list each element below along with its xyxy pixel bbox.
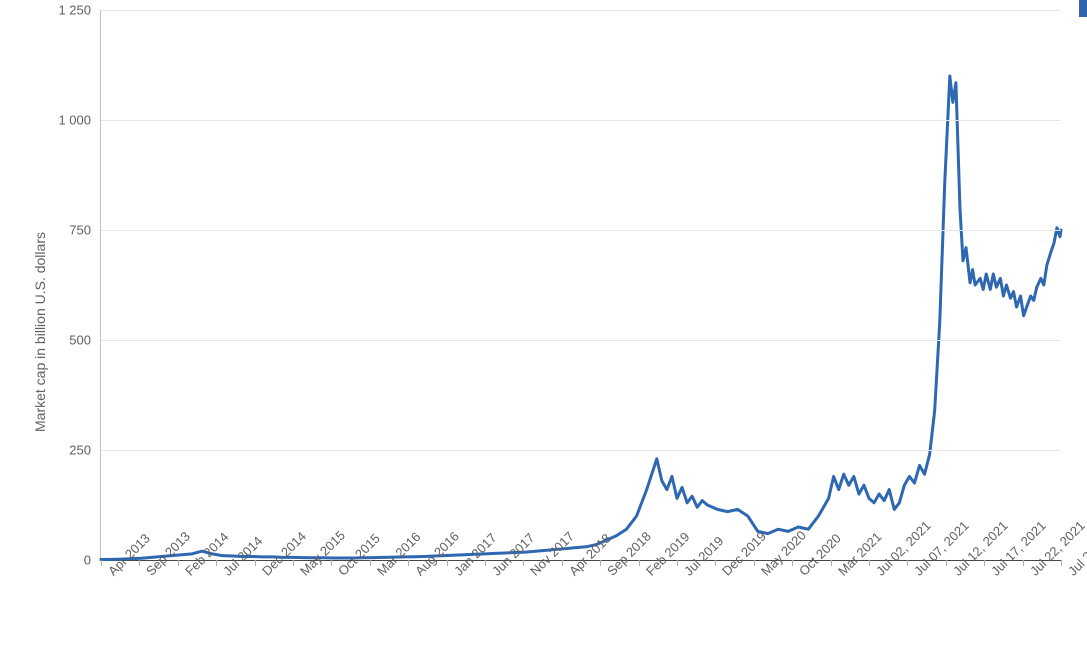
accent-decoration [1079, 0, 1087, 17]
y-tick-label: 0 [84, 553, 101, 568]
y-axis-title: Market cap in billion U.S. dollars [32, 232, 48, 432]
x-tick-mark [639, 560, 640, 566]
x-tick-mark [946, 560, 947, 566]
y-tick-label: 250 [69, 443, 101, 458]
x-tick-mark [523, 560, 524, 566]
x-tick-mark [907, 560, 908, 566]
x-tick-mark [677, 560, 678, 566]
x-tick-mark [101, 560, 102, 566]
gridline [101, 120, 1061, 121]
x-tick-mark [139, 560, 140, 566]
x-tick-mark [792, 560, 793, 566]
x-tick-mark [216, 560, 217, 566]
x-tick-mark [984, 560, 985, 566]
x-tick-mark [1023, 560, 1024, 566]
x-tick-mark [715, 560, 716, 566]
series-line [101, 76, 1061, 560]
gridline [101, 230, 1061, 231]
gridline [101, 10, 1061, 11]
x-tick-mark [1061, 560, 1062, 566]
y-tick-label: 500 [69, 333, 101, 348]
x-tick-mark [831, 560, 832, 566]
x-tick-mark [408, 560, 409, 566]
gridline [101, 450, 1061, 451]
plot-area: 02505007501 0001 250Apr 2013Sep 2013Feb … [100, 10, 1061, 561]
line-series [101, 10, 1061, 560]
x-tick-mark [485, 560, 486, 566]
y-tick-label: 750 [69, 223, 101, 238]
x-tick-mark [178, 560, 179, 566]
x-tick-mark [754, 560, 755, 566]
x-tick-mark [869, 560, 870, 566]
x-tick-mark [447, 560, 448, 566]
gridline [101, 340, 1061, 341]
chart-container: Market cap in billion U.S. dollars 02505… [0, 0, 1087, 664]
x-tick-mark [293, 560, 294, 566]
x-tick-mark [370, 560, 371, 566]
x-tick-mark [600, 560, 601, 566]
x-tick-mark [255, 560, 256, 566]
x-tick-mark [331, 560, 332, 566]
x-tick-mark [562, 560, 563, 566]
y-tick-label: 1 000 [58, 113, 101, 128]
y-tick-label: 1 250 [58, 3, 101, 18]
